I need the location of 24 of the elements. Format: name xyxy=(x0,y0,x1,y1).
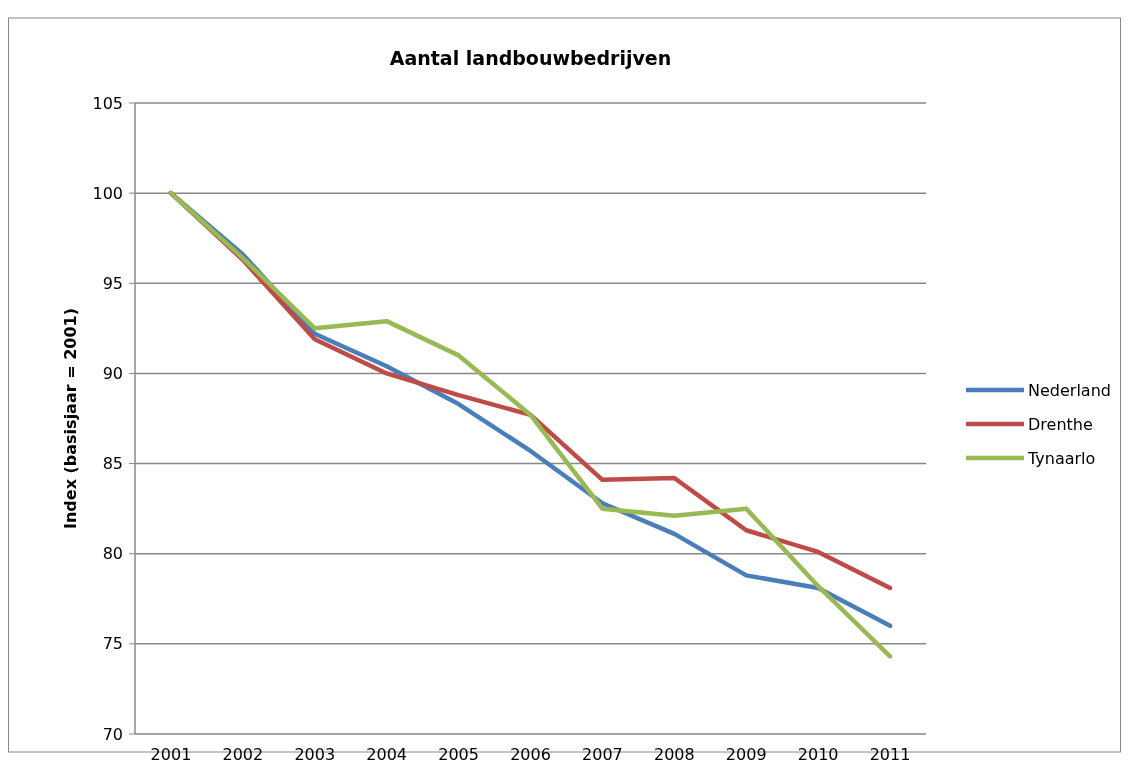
y-axis-title: Index (basisjaar = 2001) xyxy=(61,308,80,529)
legend-label: Drenthe xyxy=(1028,414,1093,434)
legend-label: Nederland xyxy=(1028,380,1111,400)
y-tick-label: 75 xyxy=(102,634,123,654)
x-tick-label: 2001 xyxy=(150,745,192,764)
y-tick-label: 70 xyxy=(102,724,123,744)
y-tick-label: 80 xyxy=(102,544,123,564)
y-tick-label: 95 xyxy=(102,273,123,293)
x-tick-label: 2004 xyxy=(366,745,408,764)
y-tick-label: 90 xyxy=(102,364,123,384)
x-tick-label: 2002 xyxy=(222,745,264,764)
x-tick-label: 2009 xyxy=(725,745,767,764)
x-tick-label: 2005 xyxy=(438,745,479,764)
y-tick-label: 100 xyxy=(92,183,123,203)
x-tick-label: 2010 xyxy=(797,745,839,764)
legend-label: Tynaarlo xyxy=(1027,448,1096,468)
x-tick-label: 2006 xyxy=(510,745,551,764)
chart-title: Aantal landbouwbedrijven xyxy=(389,47,672,69)
y-tick-label: 85 xyxy=(102,454,123,474)
y-tick-label: 105 xyxy=(92,93,123,113)
x-tick-label: 2011 xyxy=(869,745,911,764)
x-tick-label: 2007 xyxy=(582,745,623,764)
x-tick-label: 2008 xyxy=(653,745,695,764)
x-tick-label: 2003 xyxy=(294,745,336,764)
